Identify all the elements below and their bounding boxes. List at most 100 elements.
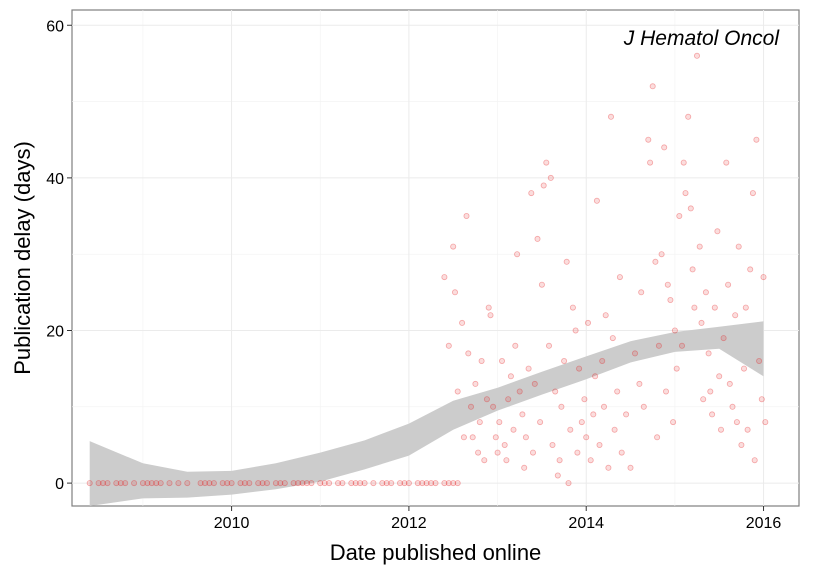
data-point	[228, 480, 235, 487]
data-point	[321, 480, 328, 487]
data-point	[219, 480, 226, 487]
data-point	[762, 419, 769, 426]
data-point	[627, 464, 634, 471]
data-point	[157, 480, 164, 487]
data-point	[654, 434, 661, 441]
data-point	[729, 403, 736, 410]
data-point	[537, 419, 544, 426]
data-point	[649, 83, 656, 90]
data-point	[144, 480, 151, 487]
data-point	[685, 113, 692, 120]
data-point	[578, 419, 585, 426]
data-point	[210, 480, 217, 487]
data-point	[201, 480, 208, 487]
data-point	[308, 480, 315, 487]
data-point	[104, 480, 111, 487]
data-point	[618, 449, 625, 456]
data-point	[463, 212, 470, 219]
data-point	[460, 434, 467, 441]
data-point	[723, 159, 730, 166]
data-point	[735, 243, 742, 250]
data-point	[432, 480, 439, 487]
data-point	[661, 144, 668, 151]
data-point	[521, 464, 528, 471]
data-point	[583, 434, 590, 441]
data-point	[753, 136, 760, 143]
data-point	[512, 342, 519, 349]
data-point	[567, 426, 574, 433]
data-point	[525, 365, 532, 372]
data-point	[543, 159, 550, 166]
data-point	[478, 357, 485, 364]
data-point	[534, 235, 541, 242]
data-point	[549, 441, 556, 448]
data-point	[645, 136, 652, 143]
data-point	[590, 411, 597, 418]
data-point	[445, 480, 452, 487]
data-point	[476, 419, 483, 426]
data-point	[538, 281, 545, 288]
data-point	[616, 274, 623, 281]
data-point	[498, 357, 505, 364]
data-point	[379, 480, 386, 487]
data-point	[716, 373, 723, 380]
data-point	[652, 258, 659, 265]
x-tick-label: 2012	[391, 515, 427, 532]
data-point	[611, 426, 618, 433]
x-tick-label: 2016	[746, 515, 782, 532]
data-point	[396, 480, 403, 487]
data-point	[614, 388, 621, 395]
data-point	[689, 266, 696, 273]
data-point	[679, 342, 686, 349]
data-point	[670, 419, 677, 426]
data-point	[339, 480, 346, 487]
smooth-confidence-band	[89, 321, 764, 506]
data-point	[131, 480, 138, 487]
data-point	[528, 190, 535, 197]
data-point	[522, 434, 529, 441]
data-point	[585, 319, 592, 326]
data-point	[671, 327, 678, 334]
data-point	[259, 480, 266, 487]
data-point	[348, 480, 355, 487]
data-point	[361, 480, 368, 487]
data-point	[450, 243, 457, 250]
data-point	[148, 480, 155, 487]
data-point	[749, 190, 756, 197]
data-point	[636, 380, 643, 387]
data-point	[554, 472, 561, 479]
data-point	[667, 296, 674, 303]
data-point	[501, 441, 508, 448]
data-point	[441, 274, 448, 281]
data-point	[587, 457, 594, 464]
data-point	[698, 319, 705, 326]
data-point	[596, 441, 603, 448]
data-point	[655, 342, 662, 349]
data-point	[451, 289, 458, 296]
data-point	[714, 228, 721, 235]
data-point	[503, 457, 510, 464]
data-points	[86, 52, 769, 487]
data-point	[454, 388, 461, 395]
data-point	[609, 335, 616, 342]
data-point	[334, 480, 341, 487]
data-point	[744, 426, 751, 433]
data-point	[290, 480, 297, 487]
data-point	[546, 342, 553, 349]
data-point	[663, 388, 670, 395]
data-point	[326, 480, 333, 487]
data-point	[572, 327, 579, 334]
y-tick-label: 60	[46, 18, 64, 35]
data-point	[117, 480, 124, 487]
data-point	[576, 365, 583, 372]
data-point	[122, 480, 129, 487]
data-point	[531, 380, 538, 387]
data-point	[711, 304, 718, 311]
data-point	[423, 480, 430, 487]
data-point	[483, 396, 490, 403]
data-point	[514, 251, 521, 258]
data-point	[664, 281, 671, 288]
data-point	[673, 365, 680, 372]
data-point	[516, 388, 523, 395]
